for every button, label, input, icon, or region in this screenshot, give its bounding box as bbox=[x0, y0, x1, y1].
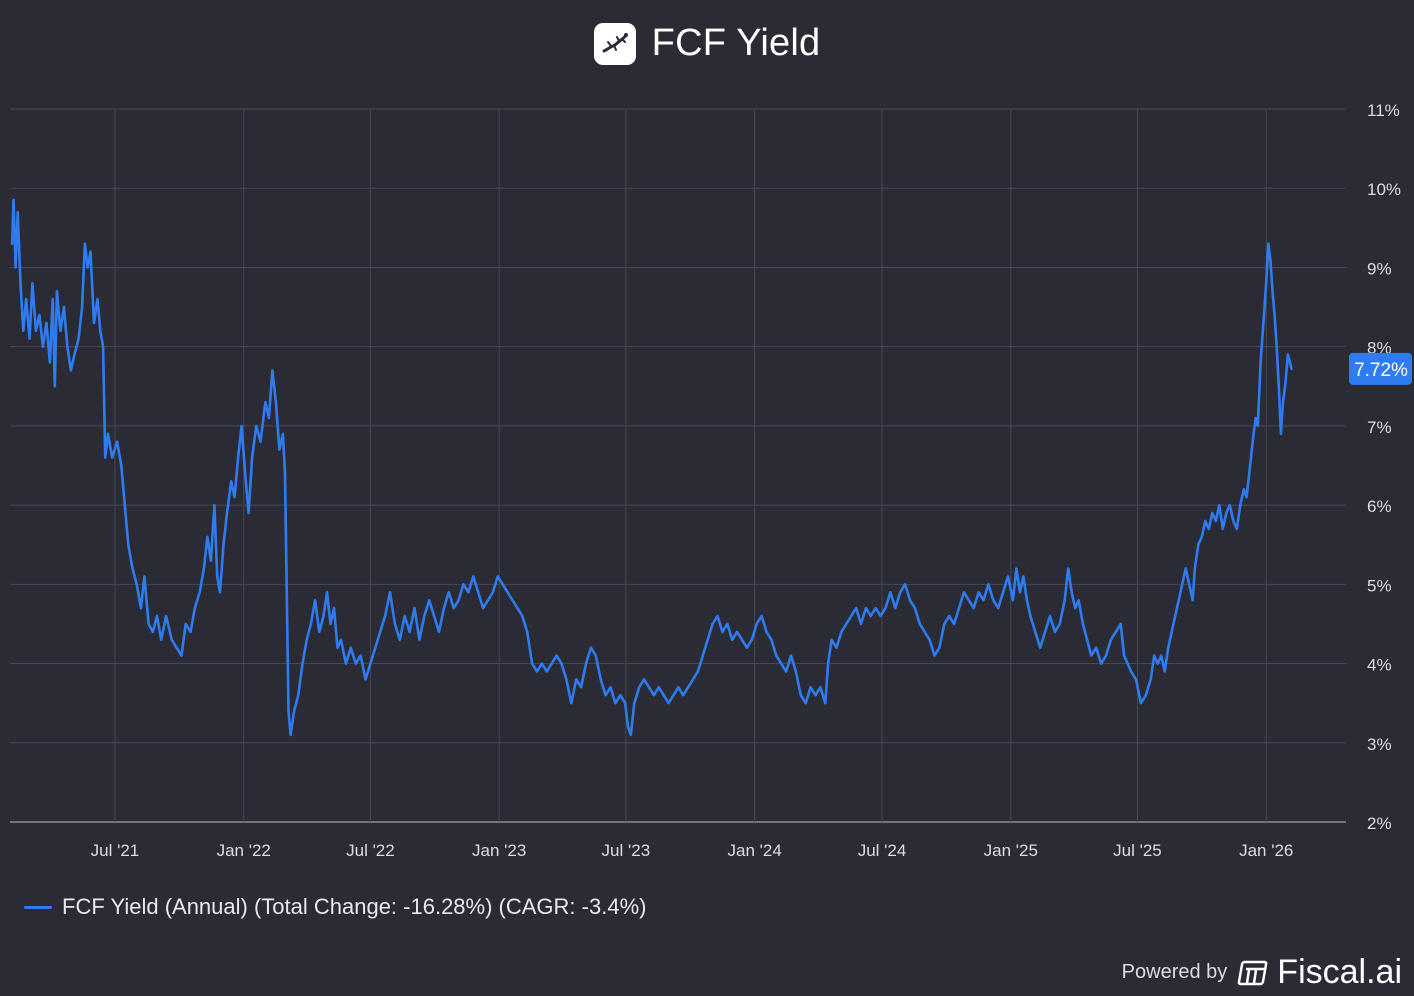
y-tick-label: 2% bbox=[1367, 814, 1392, 833]
y-tick-label: 10% bbox=[1367, 180, 1401, 199]
chart-title: FCF Yield bbox=[651, 22, 821, 64]
brand: Fiscal.ai bbox=[1237, 953, 1402, 992]
x-tick-label: Jul '22 bbox=[346, 841, 395, 860]
y-tick-label: 11% bbox=[1367, 101, 1400, 120]
x-tick-label: Jan '25 bbox=[984, 841, 1038, 860]
y-tick-label: 4% bbox=[1367, 656, 1392, 675]
y-tick-label: 3% bbox=[1367, 735, 1392, 754]
powered-by-label: Powered by bbox=[1121, 961, 1228, 983]
powered-by[interactable]: Powered by Fiscal.ai bbox=[1122, 953, 1402, 992]
y-tick-label: 9% bbox=[1367, 259, 1392, 278]
series-line-fcf-yield bbox=[10, 198, 1293, 737]
last-value-label: 7.72% bbox=[1354, 360, 1408, 381]
lizard-logo-icon bbox=[593, 22, 636, 65]
x-tick-label: Jan '26 bbox=[1239, 841, 1293, 860]
legend-swatch bbox=[24, 905, 52, 909]
y-tick-label: 5% bbox=[1367, 576, 1392, 595]
x-tick-label: Jul '21 bbox=[91, 841, 140, 860]
x-tick-label: Jul '23 bbox=[602, 841, 651, 860]
y-tick-label: 7% bbox=[1367, 418, 1392, 437]
x-tick-label: Jul '24 bbox=[858, 841, 907, 860]
brand-name: Fiscal.ai bbox=[1277, 953, 1402, 991]
fcf-yield-chart: 2%3%4%5%6%7%8%9%10%11%Jul '21 Jan '22 Jul … bbox=[10, 101, 1412, 860]
legend-label: FCF Yield (Annual) (Total Change: -16.28… bbox=[62, 894, 647, 919]
x-tick-label: Jul '25 bbox=[1113, 841, 1162, 860]
chart-legend[interactable]: FCF Yield (Annual) (Total Change: -16.28… bbox=[24, 894, 646, 920]
chart-header: FCF Yield bbox=[0, 22, 1414, 65]
last-value-badge[interactable] bbox=[1349, 352, 1412, 385]
x-tick-label: Jan '23 bbox=[472, 841, 526, 860]
x-tick-label: Jan '24 bbox=[727, 841, 781, 860]
x-tick-label: Jan '22 bbox=[217, 841, 271, 860]
fiscal-logo-icon bbox=[1237, 960, 1268, 985]
y-tick-label: 6% bbox=[1367, 497, 1392, 516]
